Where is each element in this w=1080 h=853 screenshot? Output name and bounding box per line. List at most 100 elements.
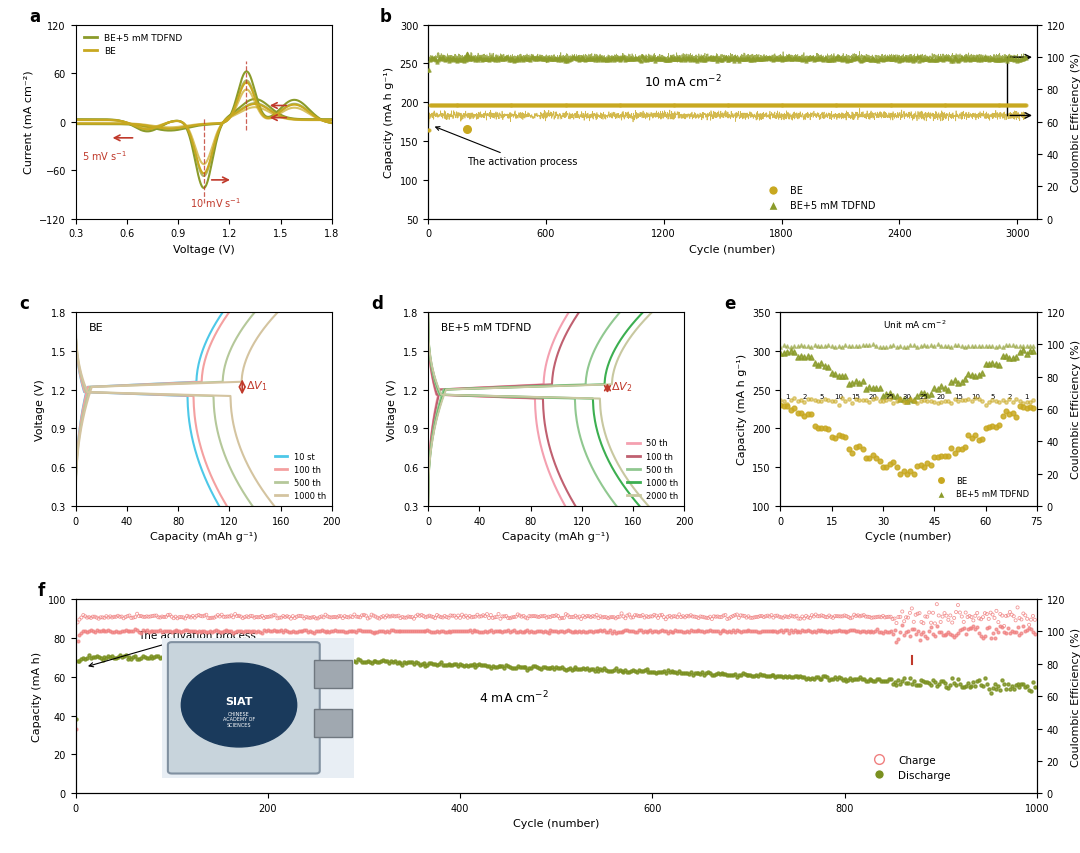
Point — [814, 670, 832, 683]
Point — [269, 612, 286, 625]
Point — [656, 664, 673, 678]
Point — [1011, 612, 1028, 625]
Point — [630, 100, 647, 113]
Point — [910, 679, 928, 693]
Point — [899, 467, 916, 481]
Point — [713, 624, 730, 638]
Point — [404, 611, 421, 624]
Point — [774, 54, 792, 67]
Point — [638, 625, 656, 639]
Point — [827, 100, 845, 113]
Point — [526, 625, 543, 639]
Point — [419, 658, 436, 671]
Point — [924, 100, 942, 113]
Point — [497, 100, 514, 113]
Point — [973, 367, 990, 380]
Point — [886, 100, 903, 113]
Point — [980, 100, 997, 113]
Point — [910, 633, 928, 647]
Point — [316, 650, 334, 664]
Point — [247, 625, 265, 639]
Point — [671, 608, 688, 622]
Point — [840, 100, 858, 113]
Point — [153, 625, 171, 639]
Point — [876, 624, 893, 638]
Text: 20: 20 — [868, 393, 877, 399]
Point — [651, 609, 669, 623]
Point — [351, 624, 368, 637]
Point — [632, 610, 649, 624]
Point — [510, 100, 527, 113]
Point — [336, 653, 353, 667]
Point — [905, 52, 922, 66]
Point — [395, 624, 413, 638]
Point — [505, 661, 523, 675]
Point — [864, 100, 881, 113]
Point — [738, 611, 755, 624]
Point — [691, 624, 708, 638]
Point — [440, 100, 457, 113]
Point — [753, 100, 770, 113]
Point — [94, 624, 111, 637]
Point — [457, 609, 474, 623]
Point — [740, 624, 757, 637]
Point — [674, 610, 691, 624]
Point — [716, 52, 733, 66]
Point — [978, 53, 996, 67]
Point — [713, 611, 730, 624]
Point — [555, 663, 572, 676]
Point — [69, 616, 86, 630]
Point — [915, 617, 932, 630]
Point — [949, 100, 967, 113]
Point — [1005, 54, 1023, 67]
Point — [913, 628, 930, 641]
Point — [870, 382, 888, 396]
Point — [472, 100, 489, 113]
Point — [888, 635, 905, 648]
Point — [813, 100, 831, 113]
Point — [1003, 679, 1021, 693]
Point — [546, 100, 564, 113]
Point — [728, 624, 745, 637]
Point — [647, 54, 664, 67]
Point — [1009, 601, 1026, 614]
Point — [748, 52, 766, 66]
Point — [988, 682, 1005, 696]
Point — [994, 673, 1011, 687]
Point — [220, 624, 238, 638]
Point — [684, 624, 701, 638]
Point — [869, 100, 887, 113]
Point — [734, 100, 752, 113]
Point — [732, 609, 750, 623]
Point — [999, 678, 1016, 692]
Point — [637, 100, 654, 113]
Point — [990, 396, 1008, 409]
Point — [906, 100, 923, 113]
Point — [311, 653, 328, 667]
Point — [407, 610, 424, 624]
Point — [84, 610, 102, 624]
Point — [932, 396, 949, 409]
Point — [621, 608, 638, 622]
Point — [689, 54, 706, 67]
Point — [937, 52, 955, 66]
Point — [993, 100, 1010, 113]
Point — [854, 443, 872, 456]
Point — [80, 624, 97, 638]
Point — [848, 51, 865, 65]
Point — [611, 625, 629, 639]
Point — [740, 100, 757, 113]
Point — [742, 669, 759, 682]
Point — [963, 395, 981, 409]
Point — [192, 625, 210, 639]
Point — [895, 340, 913, 354]
Point — [673, 666, 690, 680]
Point — [436, 609, 454, 623]
Point — [666, 100, 684, 113]
Point — [823, 340, 840, 354]
Point — [666, 624, 684, 637]
Point — [644, 53, 661, 67]
Point — [988, 623, 1005, 636]
Point — [605, 55, 622, 68]
Point — [886, 612, 903, 625]
